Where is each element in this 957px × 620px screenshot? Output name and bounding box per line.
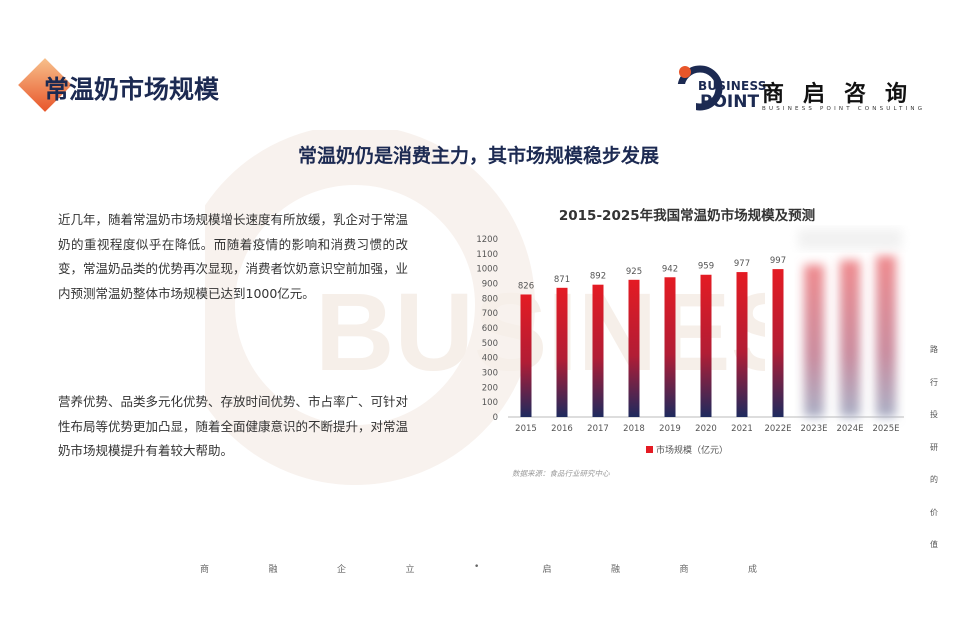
bar-value-label: 997 [770,256,786,266]
footer-slogan: 商 融 企 立 • 启 融 商 成 [200,562,817,575]
y-tick-label: 600 [482,324,498,334]
bar-2018 [628,279,640,417]
bar-value-label: 826 [518,281,534,291]
x-tick-label: 2019 [659,424,681,434]
y-tick-label: 900 [482,280,498,290]
logo-english-name: BUSINESS POINT CONSULTING [762,106,926,112]
legend-swatch [646,446,653,453]
x-tick-label: 2020 [695,424,717,434]
footer-slogan-char: 融 [268,565,278,575]
bar-value-label: 925 [626,267,642,277]
legend-label: 市场规模（亿元） [656,444,728,456]
chart-legend: 市场规模（亿元） [646,444,728,456]
y-tick-label: 400 [482,354,498,364]
logo-mark-icon [676,65,723,114]
side-slogan-char: 研 [930,442,938,452]
y-tick-label: 1000 [476,265,498,275]
side-slogan-char: 投 [930,410,938,419]
blur-haze [798,229,902,249]
x-tick-label: 2018 [623,424,645,434]
side-slogan-char: 价 [930,507,938,517]
bar-value-label: 871 [554,275,570,285]
bar-value-label: 977 [734,259,750,269]
bar-value-label: 942 [662,264,678,274]
y-tick-label: 1200 [476,235,498,245]
x-tick-label: 2025E [872,424,899,434]
bar-value-label: 959 [698,262,714,272]
paragraph-market-trend: 近几年，随着常温奶市场规模增长速度有所放缓，乳企对于常温奶的重视程度似乎在降低。… [58,212,409,301]
side-slogan-char: 行 [930,377,938,387]
chart-title: 2015-2025年我国常温奶市场规模及预测 [559,207,815,224]
blurred-bar-2023E [804,264,824,417]
bar-2016 [556,287,568,417]
y-tick-label: 700 [482,309,498,319]
slide-subtitle: 常温奶仍是消费主力，其市场规模稳步发展 [297,145,659,167]
chart-source: 数据来源：食品行业研究中心 [512,469,610,478]
x-tick-label: 2024E [836,424,863,434]
side-slogan: 路行投研的价值 [926,340,942,568]
bar-2015 [520,294,532,417]
bar-2021 [736,272,748,417]
x-tick-label: 2023E [800,424,827,434]
side-slogan-char: 值 [930,540,938,549]
footer-slogan-char: 商 [679,565,689,575]
y-tick-label: 300 [482,369,498,379]
y-tick-label: 500 [482,339,498,349]
footer-slogan-char: • [474,562,480,572]
x-tick-label: 2017 [587,424,609,434]
side-slogan-char: 的 [930,475,938,484]
logo-chinese-name: 商启咨询 [762,82,927,107]
logo-point-text: POINT [700,92,760,112]
x-tick-label: 2015 [515,424,537,434]
footer-slogan-char: 成 [748,565,758,575]
bar-2019 [664,277,676,417]
logo-business-text: BUSINESS [698,79,767,93]
y-tick-label: 800 [482,294,498,304]
y-tick-label: 200 [482,383,498,393]
x-tick-label: 2021 [731,424,753,434]
market-size-chart: 2015-2025年我国常温奶市场规模及预测 0 100 200 300 400 500 6… [476,207,904,478]
footer-slogan-char: 商 [200,565,210,575]
footer-slogan-char: 立 [405,565,415,575]
footer-slogan-char: 启 [542,565,552,575]
bar-2020 [700,274,712,417]
x-tick-label: 2022E [764,424,791,434]
bar-2022E [772,269,784,417]
y-tick-label: 100 [482,398,498,408]
blurred-bar-2024E [840,260,860,417]
x-tick-label: 2016 [551,424,573,434]
bar-value-label: 892 [590,272,606,282]
page-title: 常温奶市场规模 [44,75,220,104]
bar-2017 [592,284,604,417]
y-tick-label: 1100 [476,250,498,260]
side-slogan-char: 路 [930,345,938,354]
footer-slogan-char: 融 [611,565,621,575]
paragraph-advantages: 营养优势、品类多元化优势、存放时间优势、市占率广、可针对性布局等优势更加凸显，随… [58,394,409,458]
footer-slogan-char: 企 [337,565,347,575]
y-tick-label: 0 [493,413,498,423]
company-logo: BUSINESS POINT 商启咨询 BUSINESS POINT CONSU… [676,62,942,118]
blurred-bar-2025E [876,255,896,417]
